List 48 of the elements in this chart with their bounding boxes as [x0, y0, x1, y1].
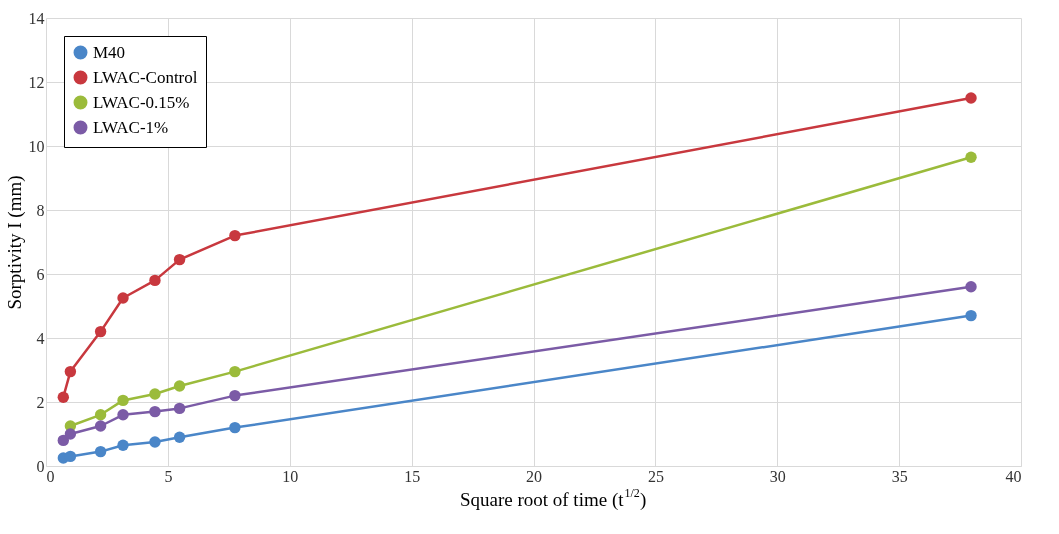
point: [117, 409, 129, 421]
point: [117, 292, 129, 304]
legend-label: LWAC-0.15%: [93, 92, 190, 112]
point: [229, 389, 241, 402]
point: [965, 151, 977, 163]
point: [117, 439, 129, 451]
x-tick-label: 25: [647, 467, 664, 485]
y-tick-label: 2: [36, 393, 45, 411]
y-tick-label: 12: [28, 73, 45, 91]
x-tick-label: 40: [1005, 467, 1022, 485]
point: [173, 402, 186, 415]
point: [965, 309, 977, 322]
x-tick-label: 10: [282, 467, 299, 485]
x-tick-label: 20: [526, 467, 542, 485]
point: [965, 92, 977, 104]
y-tick-label: 14: [28, 9, 45, 27]
point: [173, 431, 186, 443]
point: [94, 420, 107, 432]
point: [94, 325, 107, 338]
point: [64, 428, 77, 440]
point: [965, 281, 977, 293]
point: [117, 394, 129, 407]
point: [149, 274, 161, 287]
point: [149, 388, 161, 400]
point: [94, 445, 107, 458]
x-tick-label: 15: [404, 467, 421, 485]
x-tick-label: 35: [891, 467, 908, 485]
point: [173, 380, 186, 392]
point: [149, 405, 161, 418]
legend-label: LWAC-1%: [93, 117, 169, 137]
legend-label: M40: [93, 42, 126, 62]
point: [229, 229, 241, 242]
y-tick-label: 6: [36, 265, 45, 283]
x-tick-label: 5: [164, 467, 173, 485]
y-tick-label: 10: [28, 137, 45, 155]
point: [173, 253, 186, 266]
point: [64, 365, 77, 378]
point: [94, 409, 107, 421]
y-tick-label: 8: [36, 201, 45, 219]
point: [57, 434, 70, 447]
point: [229, 365, 241, 378]
y-axis-title: Sorptivity I (mm): [3, 175, 26, 310]
point: [229, 421, 241, 434]
y-tick-label: 4: [36, 329, 45, 347]
point: [57, 391, 70, 403]
legend-label: LWAC-Control: [93, 67, 198, 87]
x-tick-label: 30: [769, 467, 786, 485]
point: [149, 436, 161, 448]
